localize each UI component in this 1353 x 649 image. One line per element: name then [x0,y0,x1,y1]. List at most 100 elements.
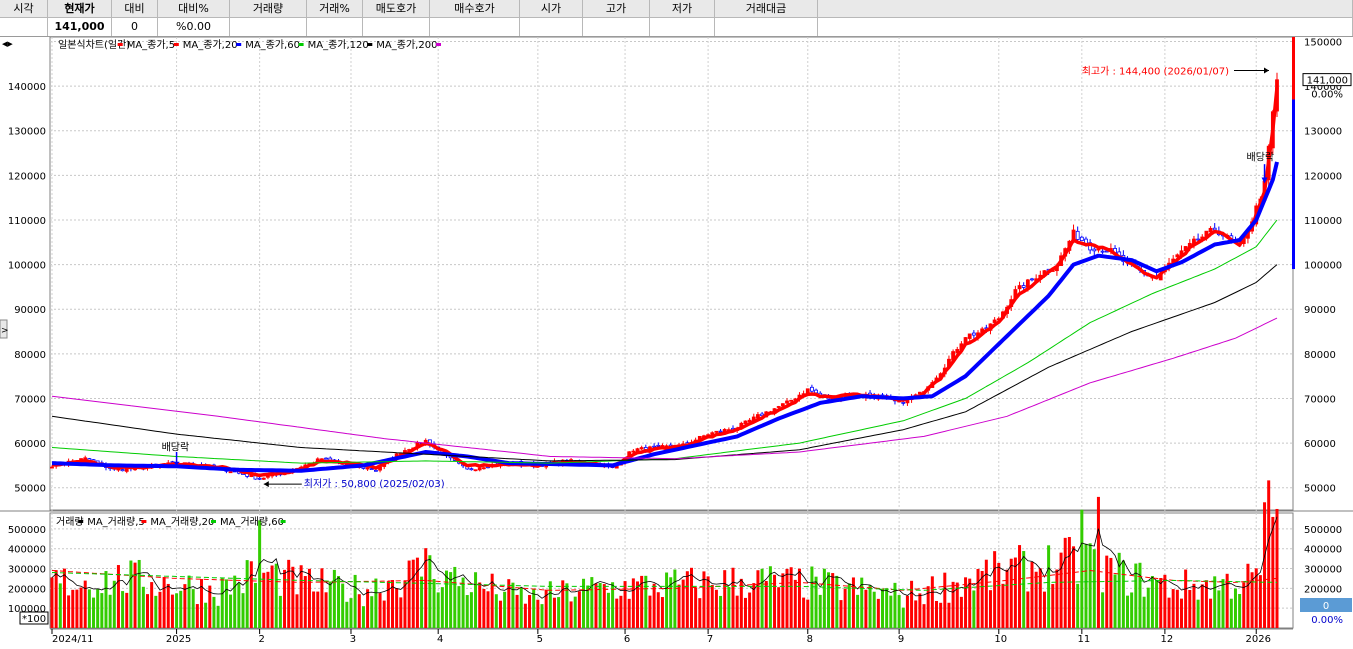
volume-bar [449,572,453,628]
volume-bar [934,600,938,628]
volume-bar [980,570,984,628]
candle-body [814,389,818,394]
volume-bar [993,551,997,628]
volume-bar [665,572,669,628]
volume-bar [158,591,162,628]
x-axis-label: 12 [1161,634,1174,645]
candle-body [901,401,906,404]
volume-bar [1155,579,1159,628]
candle-body [718,430,723,433]
volume-bar [627,598,631,628]
volume-bar [789,567,793,628]
volume-bar [972,590,976,628]
price-tick-right: 90000 [1304,305,1336,316]
candle-body [257,477,262,480]
price-tick-right: 50000 [1304,484,1336,495]
volume-bar [62,568,66,628]
candle-body [639,447,644,450]
volume-bar [698,598,702,628]
x-axis-label: 4 [437,634,443,645]
ma5-line [51,87,1279,478]
volume-bar [797,568,801,628]
volume-bar [1192,583,1196,628]
volume-bar [511,582,515,628]
stock-chart[interactable]: 5000060000700008000090000100000110000120… [0,37,1353,649]
candle-body [955,349,960,354]
volume-bar [673,569,677,628]
volume-bar [1217,590,1221,628]
volume-bar [793,579,797,628]
x-axis-label: 3 [350,634,356,645]
volume-bar [183,584,187,628]
volume-bar [1088,543,1092,628]
volume-tick-left: 500000 [8,525,46,536]
volume-bar [241,593,245,628]
price-tick-right: 100000 [1304,261,1342,272]
volume-bar [893,582,897,628]
volume-bar [573,596,577,628]
candle-body [1208,227,1213,233]
volume-bar [162,577,166,628]
volume-bar [528,595,532,628]
x-axis-label: 6 [624,634,630,645]
volume-bar [100,593,104,628]
volume-bar [245,560,249,628]
price-tick-left: 140000 [8,82,46,93]
candle-body [324,457,328,460]
volume-bar [457,586,461,628]
volume-bar [1009,558,1013,628]
volume-bar [469,592,473,628]
volume-bar [565,583,569,628]
volume-bar [299,565,303,628]
current-price-label: 141,000 [1307,76,1348,87]
volume-bar [839,600,843,628]
x-axis-label: 11 [1077,634,1090,645]
volume-unit-box [19,611,49,625]
header-val-9 [583,18,650,36]
volume-tick-right: 400000 [1304,545,1342,556]
volume-bar [677,584,681,628]
volume-bar [536,599,540,628]
volume-bar [1113,574,1117,628]
header-val-3: %0.00 [158,18,230,36]
volume-bar [129,560,133,628]
volume-bar [752,583,756,628]
candle-body [917,391,922,395]
vol-ma20-line [51,569,1278,591]
volume-bar [1130,592,1134,628]
volume-bar [876,598,880,628]
legend-swatch [436,43,441,46]
volume-bar [1254,568,1258,628]
volume-bar [561,580,565,628]
volume-bar [835,575,839,628]
volume-bar [694,587,698,628]
volume-bar [133,562,137,628]
header-col-7: 매수호가 [430,0,520,18]
volume-bar [739,578,743,628]
panel-toggle-button[interactable] [0,319,8,339]
price-tick-left: 110000 [8,216,46,227]
volume-bar [656,592,660,628]
volume-bar [507,579,511,628]
volume-bar [1142,596,1146,628]
volume-bar [420,576,424,628]
volume-bar [1005,569,1009,628]
ma120-line [51,219,1278,464]
x-axis-label: 2025 [166,634,191,645]
volume-unit-label: *100 [22,614,46,625]
volume-bar [407,560,411,628]
volume-bar [544,589,548,628]
candle-body [743,420,748,424]
volume-bar [237,583,241,628]
header-val-4 [230,18,307,36]
x-axis-label: 5 [537,634,543,645]
volume-bar [586,585,590,628]
volume-bar [851,577,855,628]
volume-bar [1030,561,1034,628]
volume-bar [262,572,266,628]
volume-tick-left: 300000 [8,565,46,576]
volume-bar [648,595,652,628]
candle-body [1104,250,1109,253]
candle-body [50,466,54,469]
volume-bar [773,574,777,628]
